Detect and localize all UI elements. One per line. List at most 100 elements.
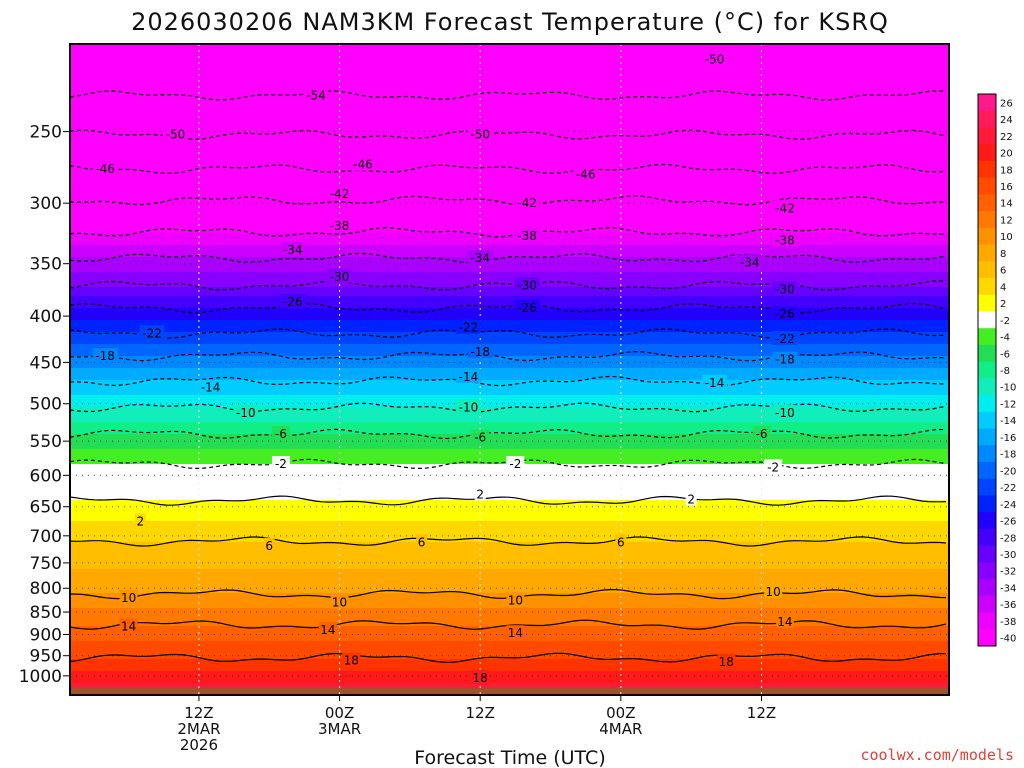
fill-strip bbox=[70, 575, 949, 579]
fill-strip bbox=[70, 674, 949, 678]
colorbar-swatch bbox=[978, 512, 996, 530]
contour-label-bg bbox=[416, 534, 428, 549]
colorbar-label: -10 bbox=[1000, 383, 1016, 394]
colorbar-swatch bbox=[978, 278, 996, 296]
fill-strip bbox=[70, 239, 949, 243]
fill-strip bbox=[70, 248, 949, 252]
contour-label-bg bbox=[263, 537, 275, 552]
fill-strip bbox=[70, 551, 949, 555]
fill-strip bbox=[70, 314, 949, 318]
contour-line bbox=[69, 252, 947, 264]
contour-label: -14 bbox=[705, 376, 725, 390]
colorbar-label: 6 bbox=[1000, 266, 1006, 277]
y-tick-label: 750 bbox=[30, 554, 62, 574]
x-tick-label: 2MAR bbox=[177, 720, 220, 738]
colorbar-label: -28 bbox=[1000, 533, 1016, 544]
contour-label: -34 bbox=[740, 256, 760, 270]
fill-strip bbox=[70, 515, 949, 519]
fill-strip bbox=[70, 101, 949, 105]
contour-label-bg bbox=[134, 513, 146, 528]
fill-strip bbox=[70, 581, 949, 585]
colorbar-label: 10 bbox=[1000, 232, 1013, 243]
contour-label-bg bbox=[764, 459, 783, 474]
fill-strip bbox=[70, 221, 949, 225]
fill-strip bbox=[70, 617, 949, 621]
colorbar-label: -8 bbox=[1000, 366, 1010, 377]
fill-strip bbox=[70, 563, 949, 567]
source-credit: coolwx.com/models bbox=[860, 746, 1014, 764]
contour-label-bg bbox=[198, 379, 224, 394]
fill-strip bbox=[70, 194, 949, 198]
contour-label: 18 bbox=[473, 671, 488, 685]
fill-strip bbox=[70, 620, 949, 624]
contour-line bbox=[69, 428, 947, 440]
fill-strip bbox=[70, 212, 949, 216]
fill-strip bbox=[70, 110, 949, 114]
fill-strip bbox=[70, 518, 949, 522]
fill-strip bbox=[70, 608, 949, 612]
fill-strip bbox=[70, 680, 949, 684]
contour-label: -30 bbox=[517, 279, 537, 293]
contour-label: 10 bbox=[332, 596, 347, 610]
fill-strip bbox=[70, 350, 949, 354]
fill-strip bbox=[70, 119, 949, 123]
contour-label: -42 bbox=[330, 187, 350, 201]
surface-band bbox=[70, 687, 949, 695]
fill-strip bbox=[70, 446, 949, 450]
fill-strip bbox=[70, 320, 949, 324]
contour-line bbox=[69, 328, 947, 339]
fill-strip bbox=[70, 224, 949, 228]
fill-strip bbox=[70, 641, 949, 645]
fill-strip bbox=[70, 482, 949, 486]
contour-label-bg bbox=[467, 126, 493, 141]
contour-label: 14 bbox=[320, 623, 335, 637]
colorbar-label: -32 bbox=[1000, 567, 1016, 578]
contour-label: -50 bbox=[470, 128, 490, 142]
colorbar-swatch bbox=[978, 177, 996, 195]
colorbar-swatch bbox=[978, 127, 996, 145]
contour-label-bg bbox=[752, 425, 771, 440]
fill-strip bbox=[70, 587, 949, 591]
contour-label: -6 bbox=[474, 431, 486, 445]
colorbar-swatch bbox=[978, 462, 996, 480]
fill-strip bbox=[70, 137, 949, 141]
contour-label-bg bbox=[772, 232, 798, 247]
contour-label-bg bbox=[330, 594, 349, 609]
x-tick-label: 00Z bbox=[606, 704, 635, 722]
contour-label-bg bbox=[514, 277, 540, 292]
fill-strip bbox=[70, 77, 949, 81]
y-tick-label: 450 bbox=[30, 353, 62, 373]
fill-strip bbox=[70, 545, 949, 549]
contour-line bbox=[69, 402, 947, 413]
fill-strip bbox=[70, 662, 949, 666]
colorbar-swatch bbox=[978, 428, 996, 446]
fill-strip bbox=[70, 638, 949, 642]
contour-label: -38 bbox=[775, 234, 795, 248]
fill-strip bbox=[70, 146, 949, 150]
fill-strip bbox=[70, 527, 949, 531]
contour-label-bg bbox=[455, 319, 481, 334]
fill-strip bbox=[70, 659, 949, 663]
fill-strip bbox=[70, 167, 949, 171]
contour-label-bg bbox=[772, 200, 798, 215]
fill-strip bbox=[70, 68, 949, 72]
contour-label: -22 bbox=[459, 321, 479, 335]
fill-strip bbox=[70, 572, 949, 576]
colorbar-swatch bbox=[978, 328, 996, 346]
fill-strip bbox=[70, 377, 949, 381]
fill-strip bbox=[70, 500, 949, 504]
colorbar-swatch bbox=[978, 478, 996, 496]
colorbar-label: 4 bbox=[1000, 282, 1006, 293]
contour-label: 14 bbox=[777, 615, 792, 629]
fill-strip bbox=[70, 401, 949, 405]
y-tick-label: 850 bbox=[30, 603, 62, 623]
fill-strip bbox=[70, 413, 949, 417]
contour-label-bg bbox=[702, 51, 728, 66]
fill-strip bbox=[70, 149, 949, 153]
colorbar-label: -38 bbox=[1000, 617, 1016, 628]
contour-label-bg bbox=[772, 351, 798, 366]
fill-strip bbox=[70, 263, 949, 267]
fill-strip bbox=[70, 440, 949, 444]
fill-strip bbox=[70, 266, 949, 270]
